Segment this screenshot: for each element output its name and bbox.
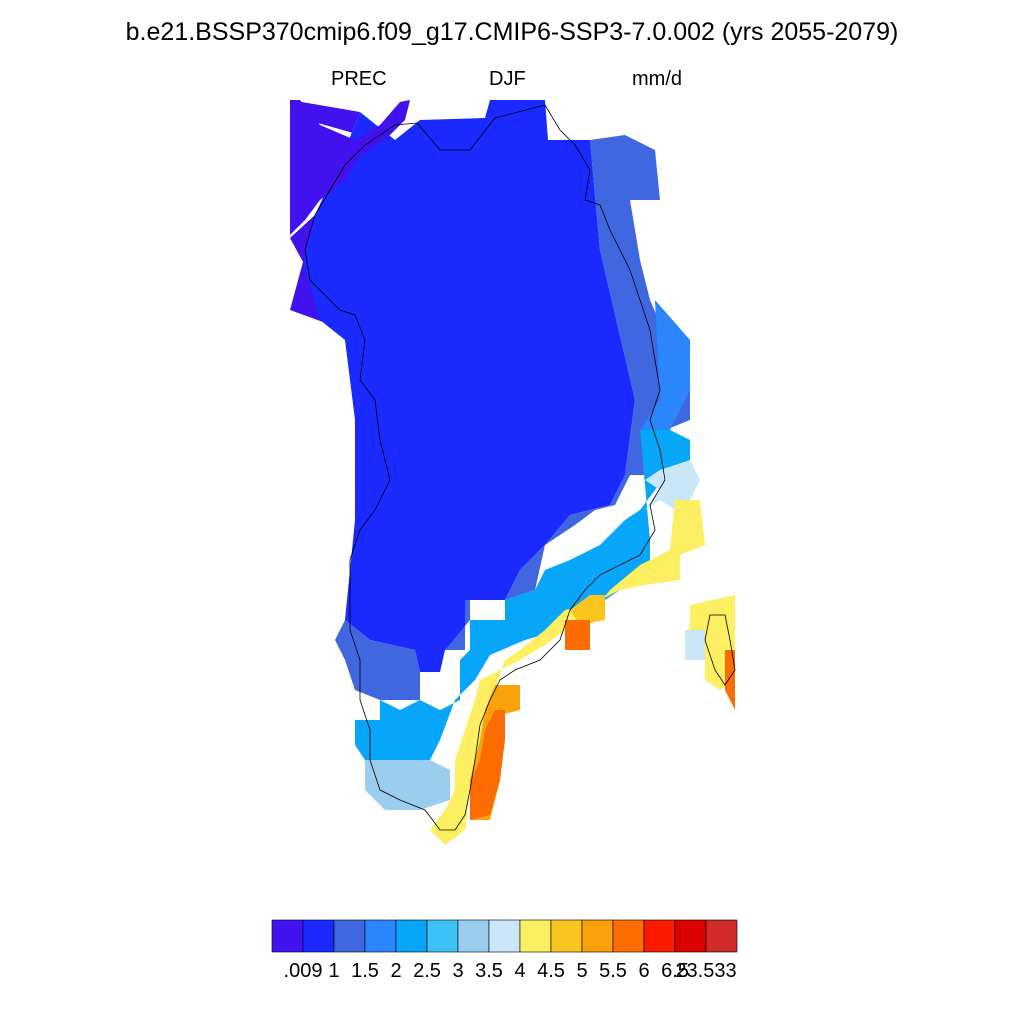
colorbar-box	[395, 919, 428, 953]
season-label: DJF	[489, 68, 526, 90]
region-level-6	[365, 760, 450, 810]
colorbar-tick-label: 4	[514, 960, 526, 982]
colorbar-box	[333, 919, 366, 953]
colorbar-tick-label: 1.5	[351, 960, 379, 982]
colorbar-box	[519, 919, 552, 953]
colorbar-box	[550, 919, 583, 953]
region-island-8	[685, 595, 735, 690]
colorbar-tick-label: 3.5	[475, 960, 503, 982]
region-level-11b	[470, 710, 505, 820]
region-level-8	[430, 500, 705, 845]
colorbar-tick-label: 5	[576, 960, 588, 982]
region-level-9	[570, 595, 605, 625]
colorbar-tick-label: 23.533	[675, 960, 737, 982]
colorbar-tick-label: 5.5	[599, 960, 627, 982]
colorbar-box	[457, 919, 490, 953]
coastline-island	[704, 614, 736, 686]
colorbar-box	[426, 919, 459, 953]
variable-label: PREC	[331, 68, 387, 90]
colorbar-box	[612, 919, 645, 953]
colorbar-box	[674, 919, 707, 953]
colorbar-box	[488, 919, 521, 953]
region-level-11	[565, 620, 590, 650]
colorbar-tick-label: 1	[328, 960, 340, 982]
colorbar-box	[581, 919, 614, 953]
colorbar-tick-label: 4.5	[537, 960, 565, 982]
region-level-1	[303, 100, 635, 672]
colorbar-tick-label: 6.5	[661, 960, 689, 982]
colorbar-box	[643, 919, 676, 953]
coastline	[304, 104, 666, 831]
colorbar-box	[705, 919, 738, 953]
plot-title: b.e21.BSSP370cmip6.f09_g17.CMIP6-SSP3-7.…	[125, 18, 899, 46]
colorbar-tick-label: 2.5	[413, 960, 441, 982]
colorbar-box	[302, 919, 335, 953]
colorbar-tick-label: .009	[283, 960, 323, 982]
region-level-7	[645, 460, 700, 510]
region-level-3	[640, 300, 690, 440]
region-island-11	[725, 650, 735, 710]
colorbar-box	[364, 919, 397, 953]
region-island-7	[685, 630, 705, 660]
colorbar-box	[271, 919, 304, 953]
region-corner	[290, 100, 410, 235]
units-label: mm/d	[632, 68, 682, 90]
region-level-2	[335, 135, 690, 700]
colorbar-tick-label: 6	[638, 960, 650, 982]
colorbar-tick-label: 3	[452, 960, 464, 982]
region-level-4	[355, 430, 690, 760]
colorbar-tick-label: 2	[390, 960, 402, 982]
